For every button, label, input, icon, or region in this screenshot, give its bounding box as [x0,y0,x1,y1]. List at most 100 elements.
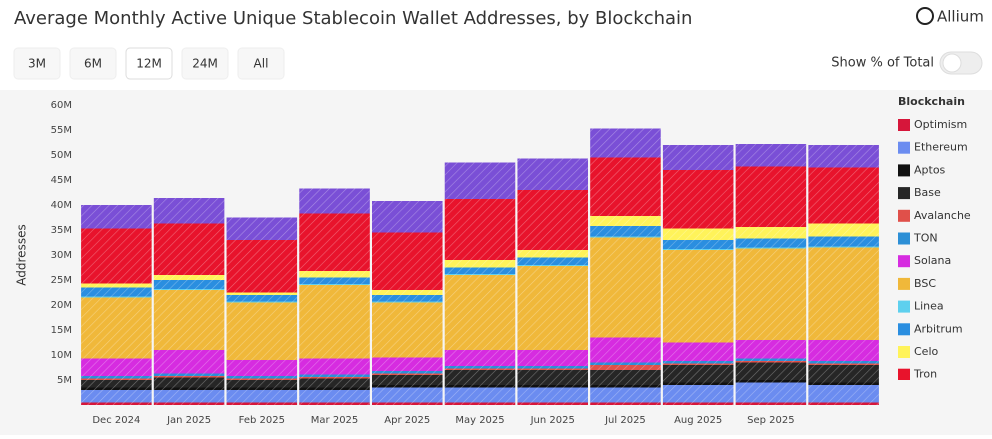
legend-title: Blockchain [898,95,965,108]
bar-texture [153,290,225,350]
legend-swatch[interactable] [898,141,910,154]
y-tick-label: 45M [51,175,72,186]
legend-swatch[interactable] [898,346,910,358]
bar-texture [808,236,879,247]
legend-label[interactable]: Base [914,186,941,199]
y-tick-label: 40M [51,200,72,211]
range-label: All [254,57,269,71]
bar-texture [735,362,807,380]
range-label: 24M [192,57,218,71]
legend-label[interactable]: TON [913,232,938,245]
bar-texture [444,366,516,369]
bar-texture [81,287,152,297]
bar-texture [81,228,152,284]
legend-label[interactable]: Ethereum [914,141,968,154]
legend-label[interactable]: Arbitrum [914,322,963,335]
plot: 5M 10M 15M 20M 25M 30M 35M 40M 45M 50M 55M 60M Dec 2… [51,100,879,426]
legend-swatch[interactable] [898,232,910,245]
range-button[interactable] [13,47,61,80]
bar-texture [517,387,588,403]
bar-texture [444,387,516,403]
bar-texture [590,402,661,405]
bar-texture [517,250,588,258]
bar-texture [372,357,443,371]
legend-label[interactable]: Solana [914,254,951,267]
bar-texture [517,366,588,369]
bar-texture [590,216,661,226]
bar-texture [444,402,516,405]
bar-texture [153,350,225,374]
bar-texture [517,257,588,265]
bar-texture [372,385,443,388]
range-button[interactable] [69,47,117,80]
bar-texture [808,246,879,248]
bar-texture [735,382,807,403]
legend-swatch[interactable] [898,323,910,336]
x-tick-label: Jun 2025 [530,415,575,426]
toggle-knob [942,53,962,73]
bar-texture [299,377,370,379]
x-tick-label: Dec 2024 [92,415,140,426]
bar-texture [153,289,225,290]
legend-label[interactable]: Linea [914,300,944,313]
bar-texture [81,376,152,379]
legend-label[interactable]: Avalanche [914,209,971,222]
bar-texture [444,162,516,199]
x-tick-label: Sep 2025 [747,415,794,426]
bar-texture [444,260,516,268]
bar-texture [153,280,225,289]
bar-texture [662,385,734,403]
bar-texture [81,283,152,288]
legend-swatch[interactable] [898,187,910,200]
bar-texture [153,402,225,405]
bar-texture [444,368,516,370]
legend-label[interactable]: Aptos [914,163,946,176]
bar-texture [735,144,807,167]
legend-label[interactable]: Tron [913,368,937,381]
legend-swatch[interactable] [898,255,910,268]
y-tick-label: 15M [51,325,72,336]
bar-texture [372,375,443,385]
legend-swatch[interactable] [898,164,910,177]
y-tick-label: 20M [51,300,72,311]
range-button[interactable] [181,47,229,80]
legend-label[interactable]: Optimism [914,118,967,131]
bar-texture [226,360,298,376]
bar-texture [662,361,734,364]
legend-swatch[interactable] [898,368,910,381]
legend-label[interactable]: BSC [914,277,936,290]
bar-texture [517,368,588,370]
legend-swatch[interactable] [898,300,910,313]
bar-texture [299,358,370,375]
bar-texture [226,301,298,303]
bar-texture [808,365,879,383]
legend-swatch[interactable] [898,277,910,290]
bar-texture [372,302,443,358]
bar-texture [299,387,370,390]
legend-swatch[interactable] [898,119,910,131]
range-label: 6M [84,57,102,71]
bar-texture [735,402,807,405]
y-tick-label: 30M [51,250,72,261]
bar-texture [662,170,734,229]
bar-texture [81,296,152,298]
bar-texture [299,271,370,278]
bar-texture [444,350,516,366]
range-button[interactable] [237,47,285,80]
bar-texture [590,387,661,403]
range-button[interactable] [125,47,173,80]
bar-texture [444,385,516,388]
legend-label[interactable]: Celo [914,345,939,358]
bar-texture [444,275,516,350]
bar-texture [590,128,661,158]
logo: Allium [937,8,984,26]
bar-texture [81,358,152,376]
legend-swatch[interactable] [898,209,910,222]
bar-texture [299,284,370,285]
bar-texture [517,265,588,266]
bar-texture [444,199,516,260]
bar-texture [517,370,588,385]
bar-texture [662,382,734,385]
bar-texture [662,145,734,170]
bar-texture [81,402,152,405]
